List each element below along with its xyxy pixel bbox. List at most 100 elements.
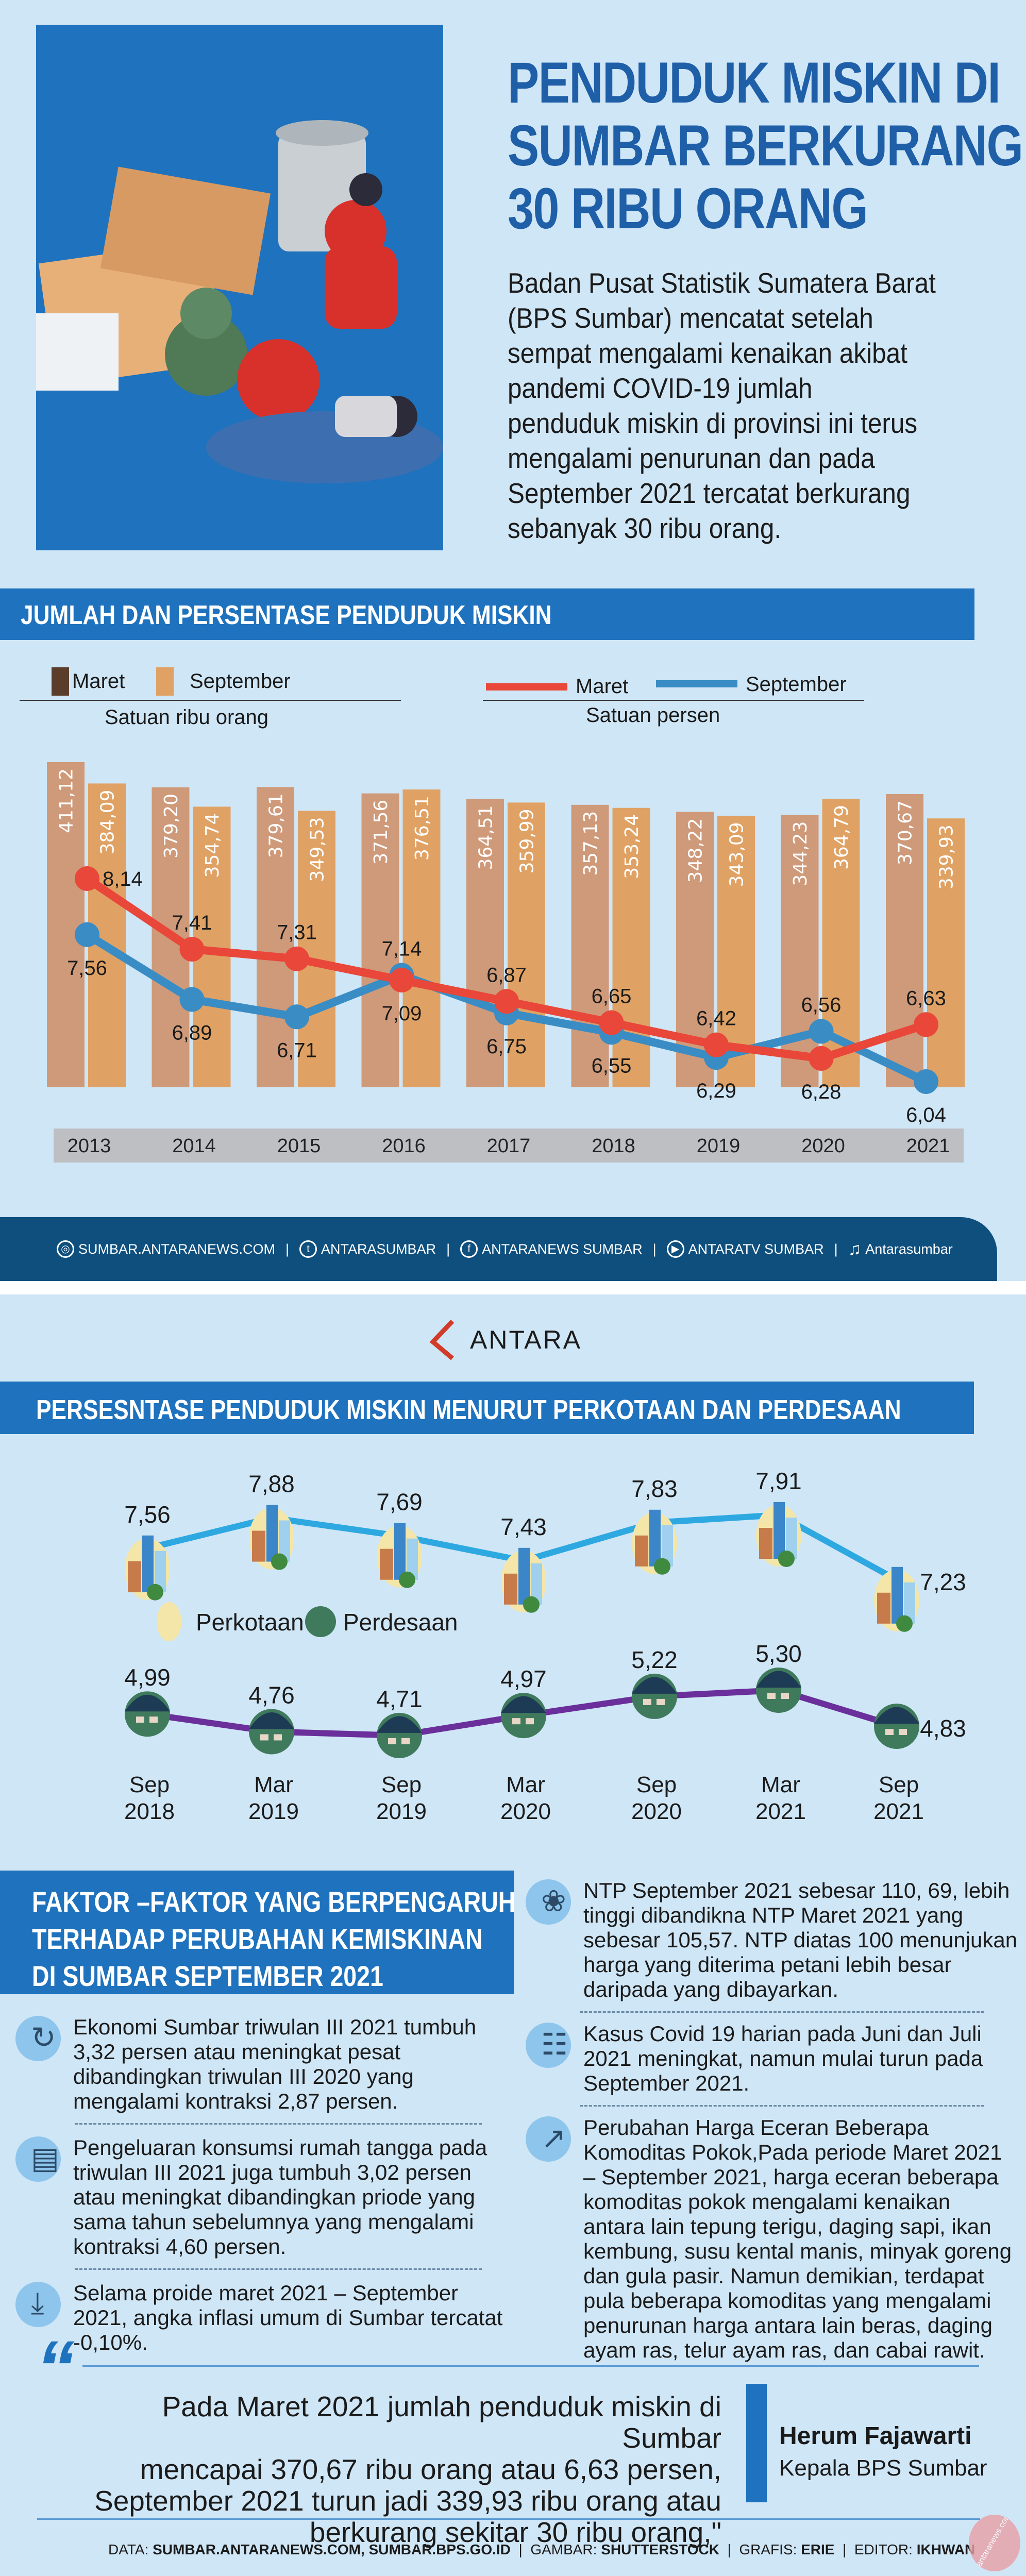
intro-paragraph: Badan Pusat Statistik Sumatera Barat (BP… (508, 265, 936, 546)
line-value-label: 4,97 (500, 1665, 547, 1692)
quote-rule (82, 2365, 979, 2367)
x-tick-label: Sep (636, 1772, 677, 1797)
social-label: ANTARATV SUMBAR (688, 1241, 824, 1257)
line-value-label: 6,29 (696, 1080, 736, 1102)
factor-line: tinggi dibandikna NTP Maret 2021 yang (583, 1903, 964, 1927)
year-tick-label: 2018 (592, 1135, 635, 1157)
line-value-label: 7,31 (277, 921, 317, 944)
city-icon (632, 1509, 677, 1575)
line-value-label: 7,91 (755, 1468, 802, 1494)
factor-line: pula beberapa komoditas yang mengalami (583, 2288, 991, 2313)
factor-line: atau meningkat dibandingkan priode yang (73, 2185, 475, 2209)
bar-value-label: 353,24 (621, 814, 643, 879)
x-tick-label: 2021 (755, 1799, 806, 1824)
bar-value-label: 359,99 (517, 809, 538, 873)
city-icon (125, 1535, 170, 1601)
line-value-label: 6,87 (486, 964, 527, 986)
social-item-tiktok[interactable]: ♫ Antarasumbar (848, 1239, 953, 1259)
credit-data: SUMBAR.ANTARANEWS.COM, SUMBAR.BPS.GO.ID (153, 2541, 511, 2557)
line-value-label: 4,83 (920, 1715, 966, 1742)
credit-editor: IKHWAN (916, 2541, 975, 2557)
bar-value-label: 343,09 (727, 822, 748, 887)
line-value-label: 6,71 (277, 1039, 317, 1062)
legend-label-maret: Maret (72, 670, 125, 693)
legend-label-perdesaan: Perdesaan (343, 1609, 458, 1636)
social-label: SUMBAR.ANTARANEWS.COM (78, 1241, 276, 1257)
quote-line: September 2021 turun jadi 339,93 ribu or… (94, 2485, 721, 2517)
facebook-icon: f (460, 1240, 478, 1258)
intro-line: sempat mengalami kenaikan akibat (508, 337, 907, 369)
line-value-label: 7,23 (920, 1569, 966, 1595)
apple-icon: ❀ (526, 1879, 571, 1925)
social-item-facebook[interactable]: f ANTARANEWS SUMBAR (460, 1240, 643, 1258)
quote-role: Kepala BPS Sumbar (779, 2455, 987, 2481)
line-value-label: 8,14 (103, 868, 143, 890)
village-icon (501, 1693, 546, 1739)
divider (580, 2105, 984, 2107)
factor-line: Kasus Covid 19 harian pada Juni dan Juli (583, 2022, 982, 2046)
factor-line: ayam ras, telur ayam ras, dan cabai rawi… (583, 2338, 985, 2362)
city-icon (377, 1523, 422, 1588)
factor-line: dibandingkan triwulan III 2020 yang (73, 2064, 414, 2089)
bar-maret (257, 787, 294, 1087)
line-value-label: 7,88 (248, 1471, 295, 1497)
intro-line: mengalami penurunan dan pada (508, 442, 875, 474)
bar-september (402, 789, 441, 1087)
quote-line: Pada Maret 2021 jumlah penduduk miskin d… (162, 2390, 721, 2454)
social-item-website[interactable]: ◎ SUMBAR.ANTARANEWS.COM (57, 1240, 275, 1258)
divider (580, 2011, 984, 2013)
bar-value-label: 354,74 (202, 813, 223, 878)
x-tick-label: Mar (506, 1772, 545, 1797)
x-tick-label: Mar (254, 1772, 293, 1797)
line-value-label: 7,56 (67, 957, 107, 980)
line-point (704, 1032, 729, 1057)
factors-title-line: TERHADAP PERUBAHAN KEMISKINAN (32, 1923, 483, 1955)
title-line: 30 RIBU ORANG (508, 176, 868, 241)
unit-label-persen: Satuan persen (586, 704, 720, 727)
bar-value-label: 376,51 (412, 796, 433, 861)
legend-line-september (656, 680, 737, 687)
section-title: PERSESNTASE PENDUDUK MISKIN MENURUT PERK… (36, 1394, 901, 1425)
social-item-youtube[interactable]: ▶ ANTARATV SUMBAR (666, 1240, 824, 1258)
social-label: Antarasumbar (865, 1241, 953, 1257)
factor-line: dan gula pasir. Namun demikian, terdapat (583, 2264, 984, 2288)
legend-label-perkotaan: Perkotaan (196, 1609, 304, 1636)
social-item-twitter[interactable]: t ANTARASUMBAR (299, 1240, 436, 1258)
factor-line: 2021, angka inflasi umum di Sumbar terca… (73, 2305, 503, 2330)
line-point (389, 967, 414, 992)
antara-logo: ANTARA (428, 1319, 582, 1360)
year-tick-label: 2015 (277, 1135, 321, 1157)
line-point (179, 987, 205, 1012)
bar-value-label: 379,61 (266, 793, 287, 858)
bar-value-label: 411,12 (56, 768, 77, 833)
x-tick-label: Mar (761, 1772, 800, 1797)
line-value-label: 7,14 (382, 938, 422, 961)
factors-header: FAKTOR –FAKTOR YANG BERPENGARUH TERHADAP… (0, 1871, 515, 1994)
credits: DATA: SUMBAR.ANTARANEWS.COM, SUMBAR.BPS.… (108, 2541, 975, 2557)
separator: | (652, 1241, 657, 1257)
quote-text: Pada Maret 2021 jumlah penduduk miskin d… (77, 2391, 721, 2548)
line-value-label: 7,43 (500, 1513, 547, 1540)
line-value-label: 6,28 (801, 1081, 842, 1103)
factor-line: kontraksi 4,60 persen. (73, 2234, 287, 2259)
city-icon (756, 1502, 801, 1567)
factor-item: Pengeluaran konsumsi rumah tangga pada tr… (73, 2135, 496, 2259)
credit-label: EDITOR: (854, 2541, 913, 2557)
intro-line: Badan Pusat Statistik Sumatera Barat (508, 267, 936, 299)
line-point (809, 1046, 834, 1071)
factor-line: Selama proide maret 2021 – September (73, 2281, 459, 2305)
bar-maret (47, 762, 85, 1087)
year-tick-label: 2014 (172, 1135, 216, 1157)
poverty-bar-line-chart: 411,12 384,09 2013 379,20 354,74 2014 379,61 34… (47, 762, 965, 1163)
legend-divider (20, 700, 401, 701)
legend-label-maret: Maret (576, 675, 629, 698)
line-point (284, 946, 309, 971)
quote-accent-bar (746, 2384, 767, 2502)
factor-line: antara lain tepung terigu, daging sapi, … (583, 2214, 991, 2238)
bar-maret (361, 793, 399, 1087)
antara-logo-text: ANTARA (470, 1325, 582, 1354)
line-value-label: 7,09 (382, 1002, 422, 1025)
line-value-label: 6,65 (592, 985, 632, 1008)
factor-line: 3,32 persen atau meningkat pesat (73, 2040, 401, 2064)
factor-line: kembung, susu kental manis, minyak goren… (583, 2239, 1012, 2263)
